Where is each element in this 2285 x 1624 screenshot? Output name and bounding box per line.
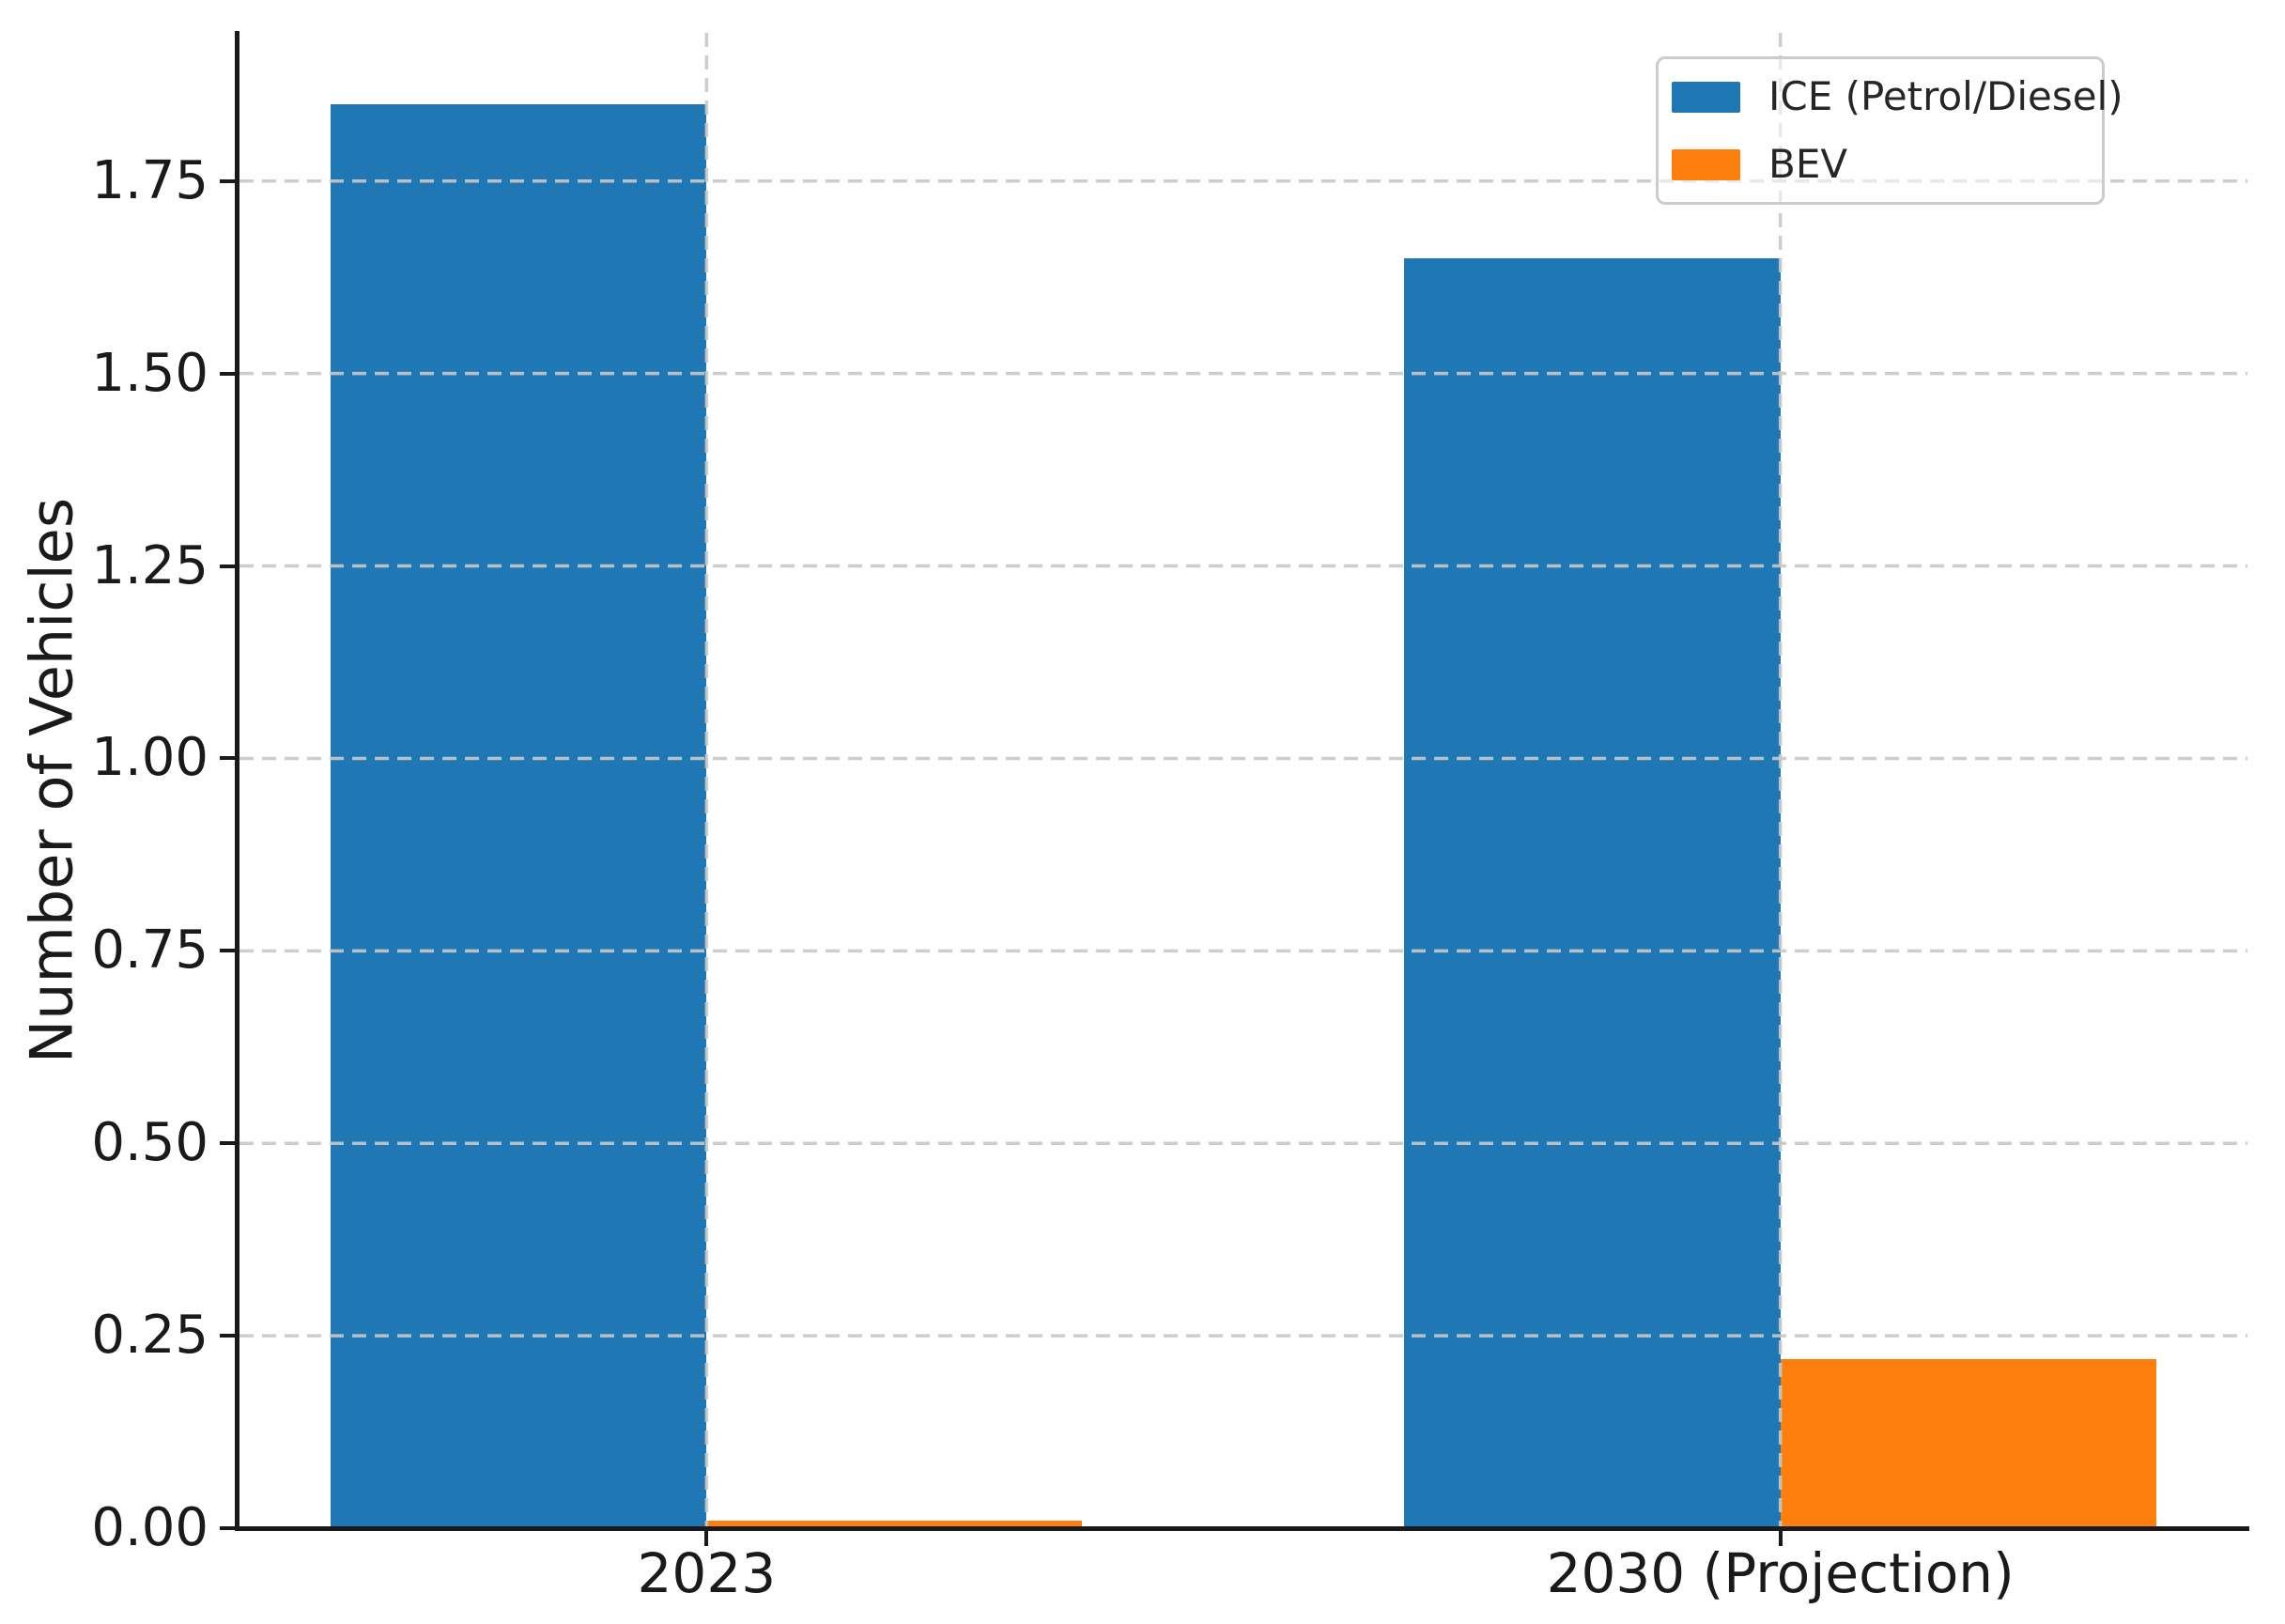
x-tick-label-2030-projection: 2030 (Projection): [1546, 1541, 2015, 1605]
y-axis-spine: [235, 31, 239, 1531]
y-tick-label: 1.75: [91, 149, 208, 211]
legend-swatch-bev: [1672, 148, 1740, 180]
legend-label-ice-petrol-diesel: ICE (Petrol/Diesel): [1768, 73, 2123, 119]
y-tick-label: 0.75: [91, 920, 208, 982]
bar-ice-petrol-diesel-2030-projection: [1404, 257, 1781, 1528]
y-tick-mark: [220, 949, 235, 953]
y-tick-mark: [220, 178, 235, 183]
y-tick-label: 1.25: [91, 534, 208, 596]
y-axis-label: Number of Vehicles: [17, 497, 86, 1064]
bars-layer: [239, 33, 2247, 1528]
legend-row-ice-petrol-diesel: ICE (Petrol/Diesel): [1672, 75, 2123, 118]
y-tick-label: 1.50: [91, 342, 208, 404]
y-tick-label: 0.25: [91, 1305, 208, 1367]
legend-swatch-ice-petrol-diesel: [1672, 81, 1740, 113]
y-tick-mark: [220, 1334, 235, 1338]
legend-label-bev: BEV: [1768, 141, 1848, 187]
y-tick-mark: [220, 564, 235, 568]
y-tick-mark: [220, 756, 235, 761]
x-tick-label-2023: 2023: [637, 1541, 777, 1605]
y-tick-mark: [220, 1141, 235, 1146]
y-tick-label: 0.00: [91, 1497, 208, 1558]
legend-row-bev: BEV: [1672, 143, 2102, 186]
y-tick-label: 1.00: [91, 727, 208, 789]
y-tick-mark: [220, 1526, 235, 1530]
y-tick-label: 0.50: [91, 1112, 208, 1174]
y-tick-mark: [220, 371, 235, 376]
x-tick-mark: [1778, 1531, 1783, 1546]
x-tick-mark: [704, 1531, 709, 1546]
legend: ICE (Petrol/Diesel) BEV: [1656, 56, 2123, 205]
x-axis-spine: [235, 1526, 2249, 1531]
bar-ice-petrol-diesel-2023: [331, 103, 707, 1528]
bar-bev-2030-projection: [1780, 1358, 2156, 1528]
bar-bev-2023: [706, 1520, 1083, 1528]
